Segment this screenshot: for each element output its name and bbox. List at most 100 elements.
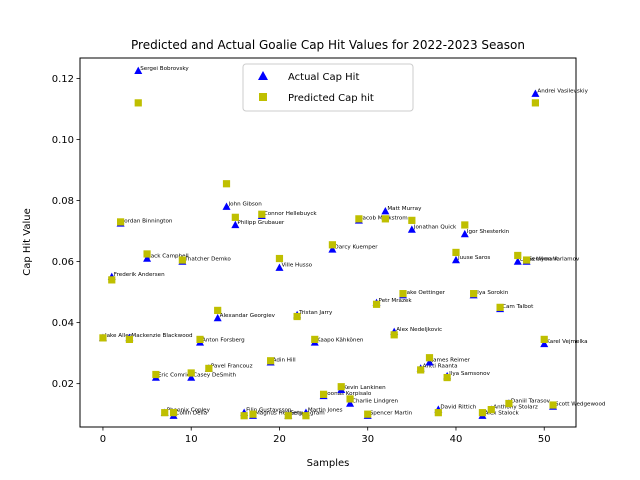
- predicted-cap-hit-point: [346, 395, 354, 403]
- predicted-cap-hit-point: [275, 254, 284, 263]
- actual-cap-hit-point: [425, 358, 434, 366]
- point-label: Scott Wedgewood: [555, 402, 606, 408]
- predicted-cap-hit-point: [249, 410, 257, 418]
- predicted-cap-hit-point: [531, 99, 540, 107]
- point-label: Cam Talbot: [502, 304, 534, 310]
- y-tick-label: 0.06: [52, 257, 74, 268]
- predicted-cap-hit-point: [487, 406, 495, 414]
- point-label: Mackenzie Blackwood: [131, 333, 193, 339]
- actual-cap-hit-point: [451, 255, 460, 264]
- predicted-cap-hit-point: [425, 354, 434, 362]
- actual-cap-hit-point: [540, 339, 549, 348]
- point-label: Jordan Binnington: [122, 218, 173, 224]
- point-label: Ville Husso: [281, 263, 312, 269]
- predicted-cap-hit-point: [417, 366, 425, 374]
- predicted-cap-hit-point: [337, 383, 345, 391]
- x-tick-label: 50: [538, 434, 551, 445]
- predicted-cap-hit-point: [258, 210, 266, 218]
- y-tick-label: 0.04: [52, 318, 74, 329]
- predicted-cap-hit-point: [284, 412, 292, 420]
- point-label: Andrei Vasilevskiy: [537, 89, 588, 95]
- predicted-cap-hit-point: [505, 399, 513, 408]
- predicted-cap-hit-point: [522, 256, 531, 264]
- actual-cap-hit-point: [231, 220, 240, 229]
- point-label: Adin Hill: [273, 357, 296, 363]
- legend-square-icon: [259, 93, 267, 101]
- chart-title: Predicted and Actual Goalie Cap Hit Valu…: [131, 38, 525, 52]
- predicted-cap-hit-point: [390, 331, 398, 339]
- predicted-cap-hit-point: [108, 276, 116, 284]
- actual-cap-hit-point: [407, 225, 416, 233]
- y-tick-label: 0.12: [52, 74, 74, 85]
- point-label: John Gibson: [228, 202, 263, 208]
- point-label: Eric Comrie: [158, 373, 191, 379]
- point-label: Darcy Kuemper: [334, 244, 378, 250]
- y-tick-label: 0.10: [52, 135, 74, 146]
- predicted-cap-hit-point: [311, 335, 319, 344]
- point-label: Joonas Korpisalo: [325, 391, 372, 397]
- point-label: Daniil Tarasov: [511, 398, 551, 404]
- predicted-cap-hit-point: [125, 335, 134, 344]
- predicted-cap-hit-point: [214, 306, 222, 315]
- point-label: James Reimer: [430, 357, 470, 363]
- point-label: Ilya Samsonov: [449, 371, 490, 377]
- point-label: Alex Nedeljkovic: [396, 327, 442, 333]
- predicted-cap-hit-point: [319, 390, 328, 398]
- point-label: Linus Ullmark: [520, 257, 559, 263]
- predicted-cap-hit-point: [205, 364, 213, 372]
- predicted-cap-hit-point: [408, 216, 416, 224]
- predicted-series: [99, 99, 557, 420]
- predicted-cap-hit-point: [196, 335, 204, 344]
- point-label: Charlie Lindgren: [352, 398, 398, 404]
- predicted-cap-hit-point: [302, 412, 310, 420]
- y-axis: 0.02 0.04 0.06 0.08 0.10 0.12: [52, 74, 80, 390]
- point-label: Kevin Lankinen: [343, 385, 386, 391]
- actual-cap-hit-point: [275, 263, 284, 271]
- point-label: Alex Stalock: [484, 411, 519, 417]
- predicted-cap-hit-point: [381, 215, 389, 223]
- predicted-cap-hit-point: [267, 357, 275, 365]
- point-label: Connor Hellebuyck: [264, 211, 318, 217]
- x-tick-label: 10: [185, 434, 198, 445]
- predicted-cap-hit-point: [143, 250, 151, 258]
- predicted-cap-hit-point: [99, 334, 107, 342]
- predicted-cap-hit-point: [443, 373, 451, 382]
- predicted-cap-hit-point: [355, 215, 363, 223]
- predicted-cap-hit-point: [470, 290, 478, 298]
- actual-cap-hit-point: [460, 229, 469, 238]
- point-label: Alexandar Georgiev: [220, 313, 276, 319]
- point-label: Anthony Stolarz: [493, 405, 538, 411]
- point-label: Kaapo Kähkönen: [317, 337, 364, 343]
- point-label: Juuse Saros: [457, 255, 490, 261]
- x-tick-label: 30: [361, 434, 374, 445]
- plot-frame: [79, 57, 577, 428]
- predicted-cap-hit-point: [178, 256, 186, 264]
- point-label: Casey DeSmith: [193, 373, 236, 379]
- point-label: Jake Oettinger: [404, 290, 446, 296]
- predicted-cap-hit-point: [116, 218, 125, 226]
- point-label: Magnus Hellberg: [255, 411, 303, 417]
- point-label: Philipp Grubauer: [237, 220, 285, 226]
- point-label: Pheonix Copley: [167, 408, 211, 414]
- predicted-cap-hit-point: [452, 248, 460, 257]
- legend-label-actual: Actual Cap Hit: [288, 72, 359, 83]
- predicted-cap-hit-point: [549, 401, 557, 409]
- point-label: David Rittich: [440, 405, 476, 411]
- predicted-cap-hit-point: [461, 221, 469, 229]
- y-tick-label: 0.02: [52, 379, 74, 390]
- actual-cap-hit-point: [213, 313, 222, 322]
- point-label: Tristan Jarry: [298, 310, 333, 316]
- actual-cap-hit-point: [187, 373, 196, 381]
- point-label: Petr Mrázek: [379, 297, 413, 304]
- predicted-cap-hit-point: [222, 180, 231, 188]
- x-axis: 0 10 20 30 40 50: [100, 427, 551, 445]
- actual-cap-hit-point: [222, 202, 231, 210]
- predicted-cap-hit-point: [161, 409, 169, 417]
- predicted-cap-hit-point: [293, 312, 301, 321]
- y-axis-title: Cap Hit Value: [22, 208, 33, 276]
- actual-cap-hit-point: [143, 254, 152, 262]
- point-label: Thatcher Demko: [183, 257, 231, 263]
- predicted-cap-hit-point: [328, 241, 337, 249]
- point-label: Spencer Martin: [370, 411, 413, 417]
